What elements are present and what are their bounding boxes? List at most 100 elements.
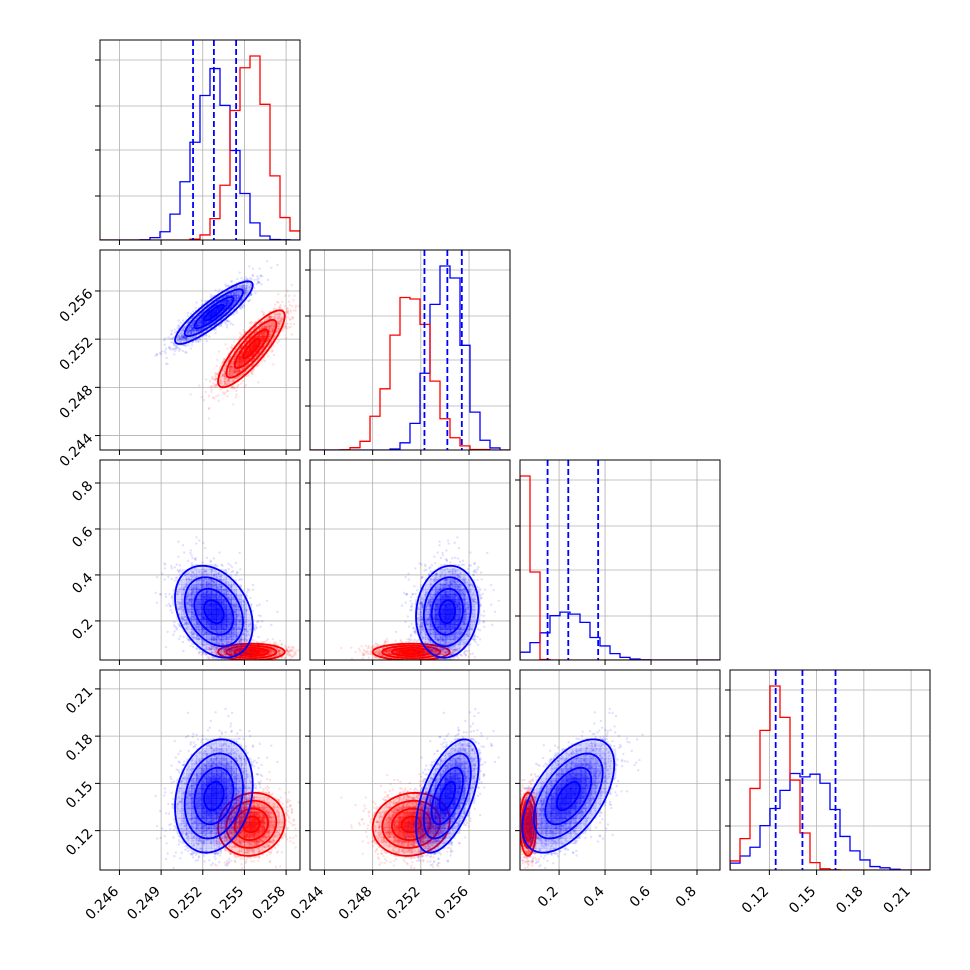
scatter-point [215,385,218,388]
scatter-point [230,651,234,654]
scatter-point [290,283,293,287]
scatter-point [220,652,223,655]
scatter-point [215,358,219,362]
scatter-point [191,327,194,330]
scatter-point [285,311,289,315]
scatter-point [265,324,269,327]
scatter-point [212,385,215,388]
scatter-point [227,378,230,382]
scatter-point [175,590,179,593]
scatter-point [271,328,274,332]
density-cell [223,381,230,387]
scatter-point [257,381,260,384]
scatter-point [273,317,277,320]
scatter-point [233,371,236,374]
scatter-point [235,372,239,375]
scatter-point [233,377,237,380]
scatter-point [221,374,224,377]
scatter-point [223,377,226,380]
scatter-point [189,331,193,335]
scatter-point [191,329,195,333]
scatter-point [221,391,225,394]
scatter-point [230,652,233,656]
scatter-point [270,323,273,327]
scatter-point [233,300,236,303]
scatter-point [240,277,243,280]
scatter-point [184,350,187,354]
scatter-point [183,335,186,339]
scatter-point [235,389,238,393]
scatter-point [229,365,232,369]
scatter-point [232,635,236,639]
scatter-point [247,300,250,303]
density-cell [273,331,280,337]
scatter-point [219,379,222,383]
y-tick-label: 0.244 [57,431,97,471]
scatter-point [278,306,281,310]
scatter-point [239,638,243,642]
scatter-point [230,649,233,652]
scatter-point [241,306,244,310]
scatter-point [289,318,292,322]
scatter-point [233,294,237,298]
scatter-point [276,650,280,653]
scatter-point [292,323,296,326]
scatter-point [191,322,195,326]
scatter-point [291,317,294,320]
scatter-point [274,641,277,644]
scatter-point [289,322,292,326]
density-cell [258,644,265,650]
density-cell [258,351,265,357]
scatter-point [212,645,215,648]
scatter-point [238,336,242,339]
scatter-point [292,647,295,650]
scatter-point [164,347,168,351]
scatter-point [174,349,177,353]
scatter-point [194,340,198,344]
scatter-point [249,322,253,325]
scatter-point [229,293,232,296]
scatter-point [247,299,251,303]
scatter-point [233,386,236,389]
scatter-point [275,331,278,334]
scatter-point [256,604,259,607]
scatter-point [234,286,237,289]
scatter-point [242,304,246,308]
scatter-point [180,336,183,339]
scatter-point [278,313,282,316]
scatter-point [163,339,166,342]
scatter-point [260,283,263,286]
scatter-point [271,323,274,326]
scatter-point [243,385,246,389]
scatter-point [228,653,231,656]
scatter-point [178,570,181,573]
scatter-point [271,349,274,352]
density-cell [223,376,230,382]
panel-0-0 [95,39,301,245]
scatter-point [182,337,186,340]
scatter-point [289,654,292,657]
scatter-point [235,291,238,295]
scatter-point [236,371,240,374]
scatter-point [216,641,219,645]
scatter-point [197,629,201,632]
scatter-point [241,284,245,287]
scatter-point [271,320,275,324]
scatter-point [279,319,283,322]
scatter-point [176,336,179,339]
scatter-point [268,641,271,645]
scatter-point [194,306,198,310]
scatter-point [229,365,232,368]
scatter-point [187,330,190,334]
scatter-point [180,334,183,337]
scatter-point [240,643,243,647]
scatter-point [221,374,225,378]
scatter-point [209,385,212,388]
density-cell [228,351,235,357]
scatter-point [221,642,224,645]
scatter-point [271,329,275,332]
density-cell [181,335,187,341]
density-cell [236,285,242,291]
scatter-point [223,588,226,592]
scatter-point [225,382,229,385]
